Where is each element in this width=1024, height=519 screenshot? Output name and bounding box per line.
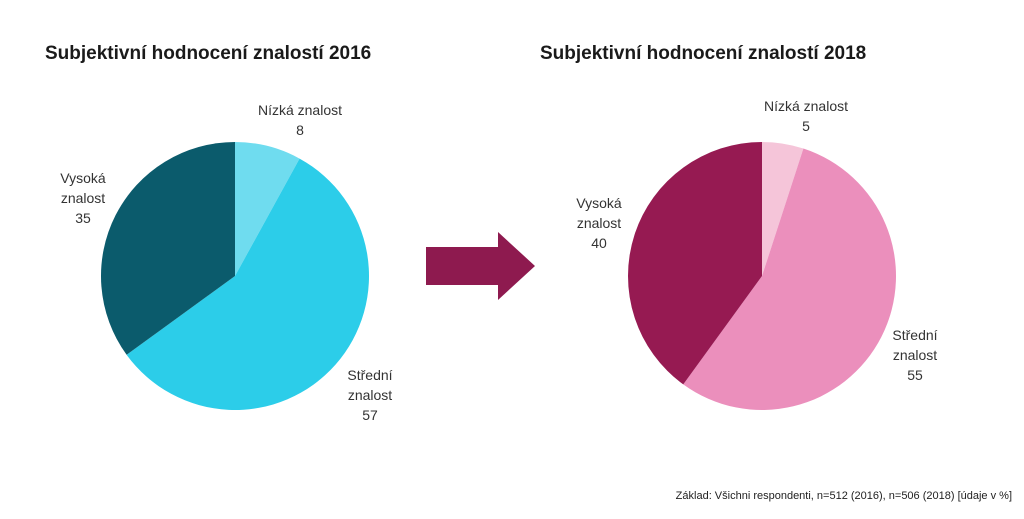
slice-value: 5 xyxy=(802,118,810,134)
pie-slice-high-2016 xyxy=(101,142,236,355)
footnote: Základ: Všichni respondenti, n=512 (2016… xyxy=(675,490,1012,502)
slice-label-text: Nízká znalost xyxy=(763,98,849,114)
slice-label-text: Střední xyxy=(892,327,938,343)
slice-label-high-2018: Vysoká znalost 40 xyxy=(564,193,634,253)
pie-slice-low-2016 xyxy=(235,142,300,276)
slice-label-text: Střední xyxy=(347,367,393,383)
pie-slice-mid-2018 xyxy=(683,148,896,411)
slice-label-text: znalost xyxy=(892,347,938,363)
slice-label-low-2018: Nízká znalost 5 xyxy=(756,96,856,136)
slice-label-text: znalost xyxy=(60,190,106,206)
pie-slice-high-2018 xyxy=(628,142,762,385)
pie-slice-low-2018 xyxy=(762,142,804,276)
slice-label-low-2016: Nízká znalost 8 xyxy=(250,100,350,140)
slice-value: 40 xyxy=(591,235,607,251)
right-arrow-icon xyxy=(426,232,535,300)
chart-title-2016: Subjektivní hodnocení znalostí 2016 xyxy=(45,43,372,64)
slice-value: 8 xyxy=(296,122,304,138)
slice-label-mid-2016: Střední znalost 57 xyxy=(335,365,405,425)
slice-label-mid-2018: Střední znalost 55 xyxy=(880,325,950,385)
pie-chart-2016 xyxy=(101,142,369,410)
slice-label-text: Vysoká xyxy=(60,170,106,186)
pie-chart-2018 xyxy=(628,142,896,411)
pie-slice-mid-2016 xyxy=(126,158,369,410)
slice-label-high-2016: Vysoká znalost 35 xyxy=(48,168,118,228)
slice-label-text: Vysoká xyxy=(576,195,622,211)
slice-value: 55 xyxy=(907,367,923,383)
slice-value: 35 xyxy=(75,210,91,226)
slice-label-text: Nízká znalost xyxy=(257,102,343,118)
chart-title-2018: Subjektivní hodnocení znalostí 2018 xyxy=(540,43,867,64)
slice-label-text: znalost xyxy=(576,215,622,231)
slice-value: 57 xyxy=(362,407,378,423)
slice-label-text: znalost xyxy=(347,387,393,403)
